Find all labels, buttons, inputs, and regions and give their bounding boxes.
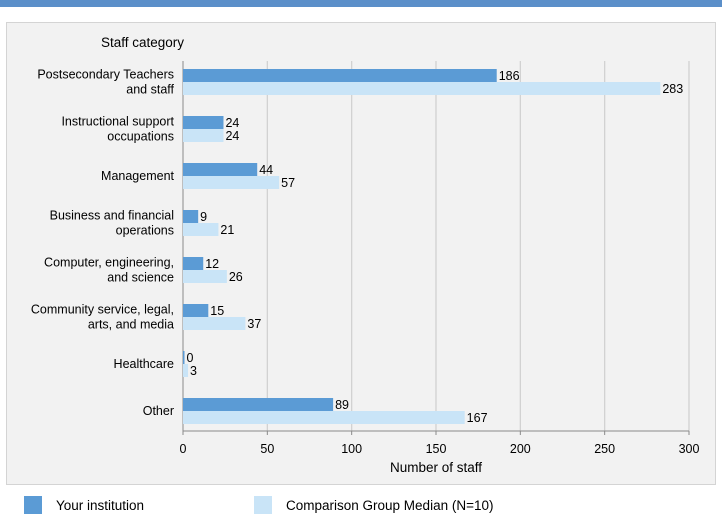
legend-swatch-comparison-median bbox=[254, 496, 272, 514]
category-label: Other bbox=[143, 404, 174, 418]
bar-comparison-median bbox=[183, 411, 465, 424]
category-label: and science bbox=[107, 271, 174, 285]
value-label-your-institution: 15 bbox=[210, 304, 224, 318]
bar-comparison-median bbox=[183, 364, 189, 377]
value-label-your-institution: 89 bbox=[335, 398, 349, 412]
bar-your-institution bbox=[183, 69, 497, 82]
bar-your-institution bbox=[183, 257, 204, 270]
y-axis-title: Staff category bbox=[101, 35, 184, 50]
legend: Your institution Comparison Group Median… bbox=[0, 492, 722, 516]
category-label: Computer, engineering, bbox=[44, 256, 174, 270]
value-label-your-institution: 12 bbox=[205, 257, 219, 271]
x-tick-label: 200 bbox=[510, 442, 531, 456]
value-label-your-institution: 0 bbox=[187, 351, 194, 365]
value-label-your-institution: 9 bbox=[200, 210, 207, 224]
value-label-your-institution: 24 bbox=[225, 116, 239, 130]
value-label-comparison-median: 24 bbox=[225, 129, 239, 143]
bar-comparison-median bbox=[183, 176, 280, 189]
x-tick-label: 50 bbox=[260, 442, 274, 456]
value-label-comparison-median: 21 bbox=[220, 223, 234, 237]
value-label-comparison-median: 37 bbox=[247, 317, 261, 331]
bar-your-institution bbox=[183, 304, 209, 317]
category-label: and staff bbox=[126, 83, 174, 97]
legend-swatch-your-institution bbox=[24, 496, 42, 514]
category-label: Healthcare bbox=[114, 357, 174, 371]
x-tick-label: 100 bbox=[341, 442, 362, 456]
category-label: operations bbox=[116, 224, 174, 238]
top-rule bbox=[0, 0, 722, 7]
value-label-comparison-median: 3 bbox=[190, 364, 197, 378]
value-label-comparison-median: 26 bbox=[229, 270, 243, 284]
bar-comparison-median bbox=[183, 129, 224, 142]
bar-your-institution bbox=[183, 116, 224, 129]
bar-comparison-median bbox=[183, 317, 246, 330]
legend-item-comparison-median: Comparison Group Median (N=10) bbox=[254, 496, 493, 514]
chart-panel: 0 50 100 150 200 250 300 Staff category Number o… bbox=[6, 22, 716, 485]
x-tick-label: 0 bbox=[180, 442, 187, 456]
category-label: Business and financial bbox=[50, 209, 174, 223]
category-label: Management bbox=[101, 169, 174, 183]
x-tick-label: 250 bbox=[594, 442, 615, 456]
value-label-your-institution: 186 bbox=[499, 69, 520, 83]
category-label: Postsecondary Teachers bbox=[37, 68, 174, 82]
bar-comparison-median bbox=[183, 82, 661, 95]
category-label: arts, and media bbox=[88, 318, 174, 332]
category-label: Community service, legal, bbox=[31, 303, 174, 317]
legend-item-your-institution: Your institution bbox=[24, 496, 144, 514]
bar-comparison-median bbox=[183, 223, 219, 236]
x-tick-label: 300 bbox=[679, 442, 700, 456]
category-label: Instructional support bbox=[61, 115, 174, 129]
bar-your-institution bbox=[183, 398, 334, 411]
value-label-your-institution: 44 bbox=[259, 163, 273, 177]
category-label: occupations bbox=[107, 130, 174, 144]
value-label-comparison-median: 283 bbox=[662, 82, 683, 96]
bar-your-institution bbox=[183, 351, 185, 364]
value-label-comparison-median: 57 bbox=[281, 176, 295, 190]
x-tick-label: 150 bbox=[426, 442, 447, 456]
legend-label-your-institution: Your institution bbox=[56, 497, 145, 513]
bar-your-institution bbox=[183, 163, 258, 176]
bar-your-institution bbox=[183, 210, 199, 223]
x-axis-title: Number of staff bbox=[390, 460, 482, 475]
value-label-comparison-median: 167 bbox=[467, 411, 488, 425]
bar-comparison-median bbox=[183, 270, 227, 283]
legend-label-comparison-median: Comparison Group Median (N=10) bbox=[286, 497, 494, 513]
